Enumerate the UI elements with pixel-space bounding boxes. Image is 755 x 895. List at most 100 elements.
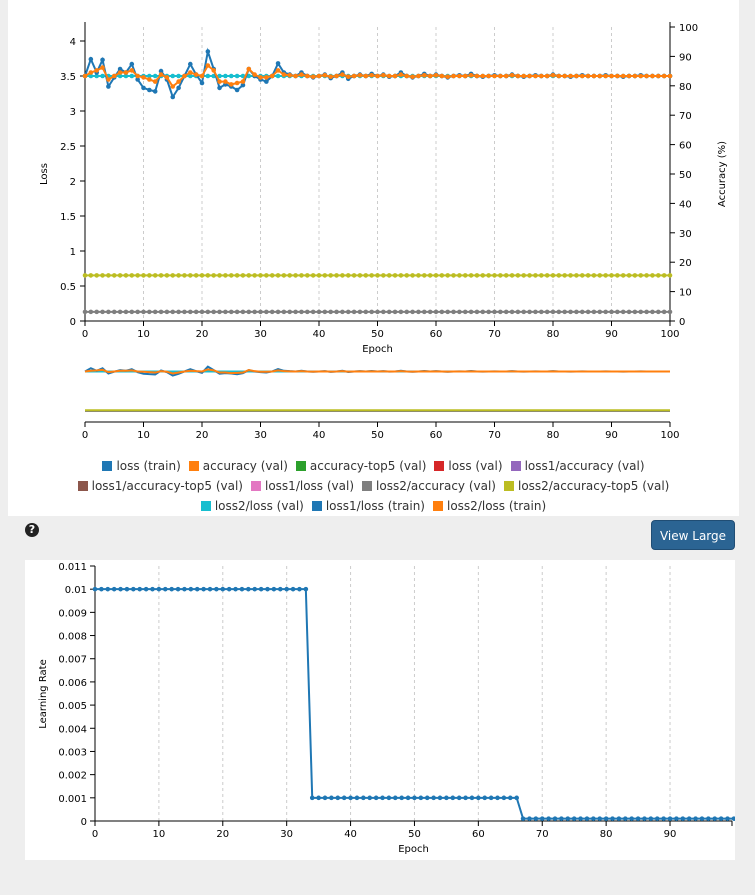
learning-rate-point xyxy=(731,816,737,821)
learning-rate-point xyxy=(405,795,411,801)
learning-rate-point xyxy=(450,795,456,801)
legend-item[interactable]: loss2/accuracy-top5 (val) xyxy=(503,476,669,496)
legend-item[interactable]: loss (train) xyxy=(102,456,181,476)
y-left-tick-label: 0 xyxy=(70,317,76,328)
learning-rate-point xyxy=(316,795,321,801)
data-point-loss2-accuracy-val- xyxy=(603,309,608,315)
data-point-loss2-accuracy-top5-val- xyxy=(258,273,263,278)
data-point-loss-train- xyxy=(135,77,140,82)
data-point-loss2-loss-train- xyxy=(211,68,216,73)
learning-rate-point xyxy=(495,795,500,801)
learning-rate-point xyxy=(156,586,162,592)
data-point-loss2-loss-train- xyxy=(498,73,503,79)
legend-item[interactable]: loss2/loss (val) xyxy=(200,496,304,516)
data-point-loss2-accuracy-top5-val- xyxy=(562,273,567,278)
data-point-loss2-accuracy-top5-val- xyxy=(568,273,573,278)
data-point-loss-train- xyxy=(88,56,94,62)
legend-item[interactable]: accuracy-top5 (val) xyxy=(295,456,426,476)
learning-rate-point xyxy=(361,795,366,801)
learning-rate-point xyxy=(214,586,219,592)
data-point-loss2-accuracy-top5-val- xyxy=(533,273,538,278)
legend-item[interactable]: accuracy (val) xyxy=(188,456,288,476)
learning-rate-point xyxy=(648,816,654,821)
data-point-loss2-accuracy-top5-val- xyxy=(328,273,334,278)
learning-rate-point xyxy=(437,795,443,801)
legend-swatch xyxy=(311,501,322,511)
x-tick-label: 0 xyxy=(92,829,98,840)
data-point-loss2-accuracy-top5-val- xyxy=(462,273,468,278)
learning-rate-point xyxy=(584,816,590,821)
legend-swatch xyxy=(510,461,521,471)
legend-item[interactable]: loss1/accuracy-top5 (val) xyxy=(77,476,243,496)
data-point-loss2-accuracy-top5-val- xyxy=(117,273,123,278)
learning-rate-point xyxy=(226,586,232,592)
learning-rate-point xyxy=(265,586,270,592)
legend-item[interactable]: loss1/loss (train) xyxy=(311,496,425,516)
data-point-loss2-accuracy-val- xyxy=(609,309,614,315)
legend-label: loss (train) xyxy=(116,459,181,473)
data-point-loss2-loss-train- xyxy=(117,70,123,75)
data-point-loss2-accuracy-top5-val- xyxy=(615,273,620,278)
data-point-loss2-loss-train- xyxy=(369,73,374,78)
x-tick-label: 70 xyxy=(488,329,501,340)
data-point-loss2-loss-train- xyxy=(223,79,228,84)
x-tick-label: 60 xyxy=(472,829,485,840)
y-left-tick-label: 4 xyxy=(70,37,76,48)
y-left-tick-label: 1.5 xyxy=(60,212,76,223)
learning-rate-point xyxy=(354,795,360,801)
data-point-loss2-loss-train- xyxy=(603,73,608,79)
training-loss-accuracy-chart: 0 10 20 30 40 50 60 70 80 90 10000.511.522.533.540… xyxy=(39,22,728,441)
learning-rate-point xyxy=(680,816,686,821)
data-point-loss2-accuracy-top5-val- xyxy=(632,273,638,278)
learning-rate-point xyxy=(169,586,174,592)
data-point-loss2-accuracy-val- xyxy=(638,309,644,315)
learning-rate-point xyxy=(527,816,532,821)
data-point-loss2-accuracy-top5-val- xyxy=(246,273,252,278)
data-point-loss2-loss-train- xyxy=(515,73,521,79)
legend-item[interactable]: loss1/accuracy (val) xyxy=(510,456,645,476)
x-tick-label: 90 xyxy=(664,829,677,840)
data-point-loss2-accuracy-top5-val- xyxy=(381,273,386,278)
legend-item[interactable]: loss2/loss (train) xyxy=(433,496,546,516)
data-point-loss2-loss-train- xyxy=(351,73,357,79)
data-point-loss2-accuracy-top5-val- xyxy=(574,273,579,278)
data-point-loss2-accuracy-val- xyxy=(533,309,538,315)
learning-rate-point xyxy=(642,816,647,821)
data-point-loss2-loss-train- xyxy=(123,70,129,75)
x-tick-label: 70 xyxy=(536,829,549,840)
learning-rate-point xyxy=(603,816,609,821)
data-point-loss2-accuracy-val- xyxy=(597,309,603,315)
data-point-loss2-loss-train- xyxy=(585,73,591,79)
legend-item[interactable]: loss (val) xyxy=(434,456,503,476)
y-right-tick-label: 20 xyxy=(679,258,692,269)
learning-rate-point xyxy=(552,816,558,821)
x-tick-label: 80 xyxy=(600,829,613,840)
data-point-loss2-accuracy-val- xyxy=(381,309,386,315)
learning-rate-point xyxy=(597,816,603,821)
y-tick-label: 0.005 xyxy=(58,701,87,712)
data-point-loss2-accuracy-top5-val- xyxy=(269,273,275,278)
y-right-tick-label: 70 xyxy=(679,111,692,122)
legend-label: loss2/loss (val) xyxy=(214,499,304,513)
learning-rate-point xyxy=(309,795,315,801)
data-point-loss2-accuracy-top5-val- xyxy=(369,273,374,278)
data-point-loss2-accuracy-top5-val- xyxy=(223,273,228,278)
learning-rate-point xyxy=(111,586,117,592)
legend-item[interactable]: loss1/loss (val) xyxy=(251,476,354,496)
data-point-loss2-accuracy-val- xyxy=(562,309,567,315)
help-question-icon[interactable]: ? xyxy=(25,523,39,537)
legend-label: loss1/accuracy-top5 (val) xyxy=(91,479,243,493)
data-point-loss2-accuracy-top5-val- xyxy=(135,273,140,278)
legend-label: loss2/loss (train) xyxy=(447,499,547,513)
data-point-loss2-accuracy-val- xyxy=(416,309,421,315)
data-point-loss2-loss-train- xyxy=(468,73,474,78)
learning-rate-point xyxy=(271,586,277,592)
data-point-loss2-accuracy-val- xyxy=(392,309,398,315)
data-point-loss2-accuracy-val- xyxy=(340,309,345,315)
legend-item[interactable]: loss2/accuracy (val) xyxy=(362,476,496,496)
data-point-loss2-accuracy-val- xyxy=(661,309,667,315)
data-point-loss2-loss-train- xyxy=(632,73,638,79)
data-point-loss2-loss-train- xyxy=(422,73,427,78)
view-large-button[interactable]: View Large xyxy=(651,520,735,550)
data-point-loss2-accuracy-val- xyxy=(287,309,293,315)
